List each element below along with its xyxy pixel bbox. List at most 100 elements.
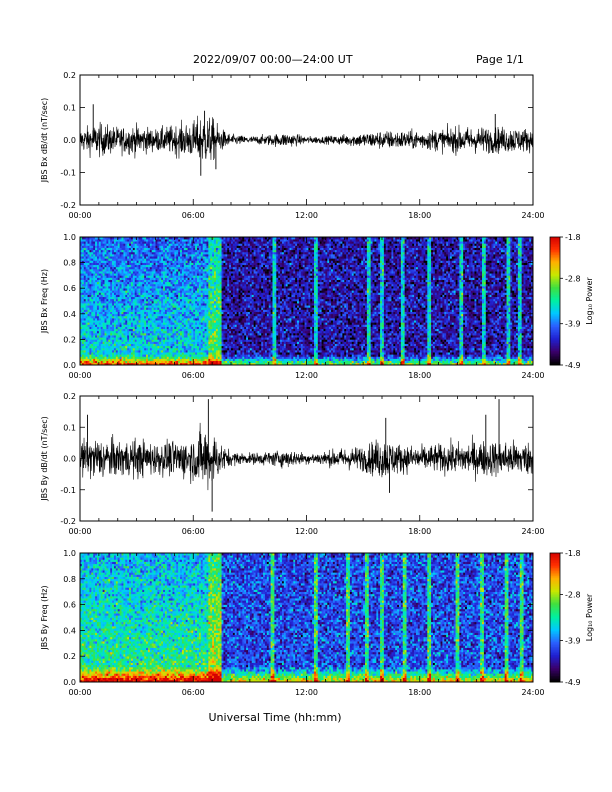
heatmap-cell	[231, 337, 233, 339]
heatmap-cell	[88, 241, 90, 243]
heatmap-cell	[118, 346, 120, 348]
heatmap-cell	[225, 248, 227, 250]
heatmap-cell	[144, 359, 146, 361]
heatmap-cell	[161, 282, 163, 284]
heatmap-cell	[150, 265, 152, 267]
heatmap-cell	[95, 280, 97, 282]
heatmap-cell	[114, 333, 116, 335]
heatmap-cell	[180, 295, 182, 297]
heatmap-cell	[208, 354, 210, 356]
heatmap-cell	[203, 243, 205, 245]
heatmap-cell	[195, 301, 197, 303]
heatmap-cell	[191, 286, 193, 288]
heatmap-cell	[120, 350, 122, 352]
heatmap-cell	[161, 265, 163, 267]
heatmap-cell	[105, 282, 107, 284]
heatmap-cell	[161, 273, 163, 275]
heatmap-cell	[88, 246, 90, 248]
heatmap-cell	[93, 310, 95, 312]
heatmap-cell	[178, 288, 180, 290]
heatmap-cell	[127, 256, 129, 258]
heatmap-cell	[142, 260, 144, 262]
heatmap-cell	[123, 260, 125, 262]
heatmap-cell	[199, 361, 201, 363]
heatmap-cell	[133, 252, 135, 254]
heatmap-cell	[157, 354, 159, 356]
heatmap-cell	[110, 258, 112, 260]
heatmap-cell	[131, 241, 133, 243]
heatmap-cell	[118, 241, 120, 243]
heatmap-cell	[137, 267, 139, 269]
heatmap-cell	[205, 269, 207, 271]
heatmap-cell	[106, 301, 108, 303]
heatmap-cell	[186, 265, 188, 267]
x-tick-label: 06:00	[182, 211, 205, 220]
heatmap-cell	[133, 346, 135, 348]
heatmap-cell	[120, 290, 122, 292]
heatmap-cell	[208, 350, 210, 352]
heatmap-cell	[122, 356, 124, 358]
heatmap-cell	[157, 280, 159, 282]
heatmap-cell	[186, 299, 188, 301]
heatmap-cell	[133, 284, 135, 286]
heatmap-cell	[89, 243, 91, 245]
heatmap-cell	[199, 263, 201, 265]
heatmap-cell	[133, 275, 135, 277]
heatmap-cell	[169, 352, 171, 354]
heatmap-cell	[108, 250, 110, 252]
heatmap-cell	[176, 352, 178, 354]
heatmap-cell	[150, 344, 152, 346]
heatmap-cell	[180, 310, 182, 312]
heatmap-cell	[231, 267, 233, 269]
heatmap-cell	[214, 241, 216, 243]
heatmap-cell	[178, 250, 180, 252]
spectrogram-panel-2: 0.00.20.40.60.81.0 -1.8-2.8-3.9-4.9Log₁₀ …	[40, 233, 594, 380]
heatmap-cell	[169, 346, 171, 348]
heatmap-cell	[218, 335, 220, 337]
heatmap-cell	[133, 335, 135, 337]
heatmap-cell	[110, 305, 112, 307]
heatmap-cell	[229, 312, 231, 314]
heatmap-cell	[150, 280, 152, 282]
heatmap-cell	[129, 352, 131, 354]
heatmap-cell	[182, 288, 184, 290]
heatmap-cell	[220, 248, 222, 250]
heatmap-cell	[186, 290, 188, 292]
heatmap-cell	[189, 316, 191, 318]
heatmap-cell	[140, 329, 142, 331]
heatmap-cell	[95, 288, 97, 290]
heatmap-cell	[182, 246, 184, 248]
heatmap-cell	[171, 316, 173, 318]
heatmap-cell	[114, 316, 116, 318]
heatmap-cell	[191, 250, 193, 252]
heatmap-cell	[186, 271, 188, 273]
heatmap-cell	[222, 331, 224, 333]
heatmap-cell	[114, 295, 116, 297]
heatmap-cell	[106, 307, 108, 309]
heatmap-cell	[118, 299, 120, 301]
heatmap-cell	[197, 284, 199, 286]
heatmap-cell	[212, 243, 214, 245]
heatmap-cell	[156, 286, 158, 288]
heatmap-cell	[169, 337, 171, 339]
heatmap-cell	[93, 303, 95, 305]
heatmap-cell	[203, 352, 205, 354]
heatmap-cell	[184, 322, 186, 324]
heatmap-cell	[146, 267, 148, 269]
heatmap-cell	[188, 271, 190, 273]
heatmap-cell	[86, 267, 88, 269]
heatmap-cell	[199, 305, 201, 307]
heatmap-cell	[174, 299, 176, 301]
heatmap-cell	[167, 256, 169, 258]
heatmap-cell	[172, 271, 174, 273]
heatmap-cell	[133, 241, 135, 243]
heatmap-cell	[199, 324, 201, 326]
heatmap-cell	[180, 263, 182, 265]
heatmap-cell	[214, 252, 216, 254]
heatmap-cell	[197, 267, 199, 269]
heatmap-cell	[189, 333, 191, 335]
heatmap-cell	[89, 267, 91, 269]
heatmap-cell	[163, 346, 165, 348]
heatmap-cell	[139, 299, 141, 301]
heatmap-cell	[225, 339, 227, 341]
